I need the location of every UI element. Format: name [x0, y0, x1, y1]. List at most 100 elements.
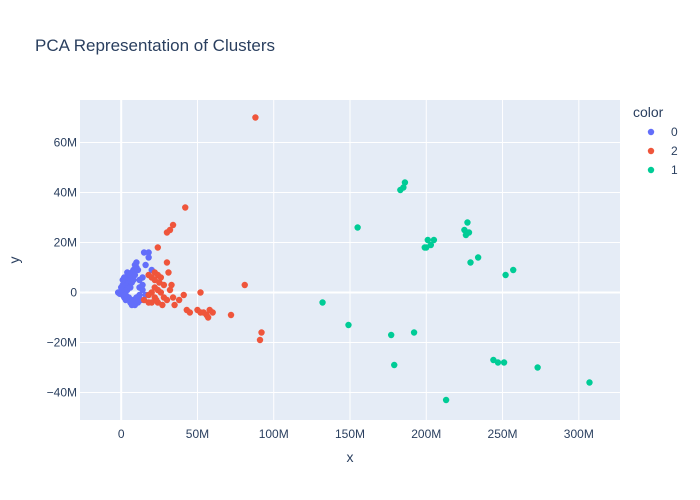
x-tick-label: 50M [186, 427, 209, 441]
data-point[interactable] [128, 301, 136, 309]
data-point[interactable] [209, 309, 216, 316]
data-point[interactable] [345, 321, 352, 329]
data-point[interactable] [387, 331, 395, 339]
legend-items[interactable]: 0 2 1 [647, 125, 678, 177]
data-point[interactable] [159, 301, 166, 309]
y-tick-label: 40M [54, 186, 77, 200]
legend-label: 0 [671, 125, 678, 139]
data-point[interactable] [169, 221, 177, 229]
data-point[interactable] [397, 186, 404, 194]
y-axis-ticks: −40M −20M 0 20M 40M 60M [47, 136, 78, 400]
data-point[interactable] [134, 266, 142, 274]
data-point[interactable] [258, 329, 265, 336]
data-point[interactable] [197, 289, 204, 296]
data-point[interactable] [171, 301, 178, 309]
data-point[interactable] [494, 359, 502, 366]
data-point[interactable] [119, 276, 126, 284]
legend-title: color [633, 104, 664, 120]
data-point[interactable] [227, 311, 235, 319]
x-tick-label: 200M [411, 427, 441, 441]
data-point[interactable] [241, 281, 248, 289]
y-tick-label: 0 [70, 286, 77, 300]
data-point[interactable] [401, 179, 409, 186]
data-points [114, 114, 593, 404]
data-point[interactable] [133, 259, 140, 266]
data-point[interactable] [168, 281, 175, 289]
data-point[interactable] [163, 296, 171, 304]
data-point[interactable] [442, 396, 450, 404]
data-point[interactable] [124, 269, 131, 276]
data-point[interactable] [474, 254, 482, 261]
x-axis-ticks: 0 50M 100M 150M 200M 250M 300M [118, 427, 594, 441]
data-point[interactable] [165, 269, 172, 276]
y-tick-label: −20M [47, 336, 77, 350]
data-point[interactable] [421, 244, 428, 251]
data-point[interactable] [145, 291, 152, 299]
data-point[interactable] [180, 291, 187, 299]
data-point[interactable] [122, 291, 129, 299]
x-tick-label: 100M [259, 427, 289, 441]
legend-marker [647, 128, 655, 136]
data-point[interactable] [256, 336, 264, 344]
series-2 [140, 114, 265, 344]
data-point[interactable] [154, 244, 161, 251]
data-point[interactable] [163, 229, 171, 236]
data-point[interactable] [182, 204, 189, 211]
data-point[interactable] [145, 249, 152, 256]
data-point[interactable] [586, 379, 593, 386]
data-point[interactable] [464, 219, 471, 226]
data-point[interactable] [391, 361, 398, 369]
data-point[interactable] [166, 286, 174, 294]
data-point[interactable] [430, 236, 438, 244]
data-point[interactable] [130, 276, 137, 284]
data-point[interactable] [157, 274, 165, 281]
x-tick-label: 150M [335, 427, 365, 441]
data-point[interactable] [462, 231, 470, 239]
y-tick-label: 20M [54, 236, 77, 250]
legend: color 0 2 1 [633, 104, 678, 177]
data-point[interactable] [510, 266, 517, 274]
data-point[interactable] [410, 329, 418, 336]
data-point[interactable] [424, 236, 431, 244]
data-point[interactable] [153, 296, 160, 304]
data-point[interactable] [204, 314, 212, 321]
data-point[interactable] [252, 114, 259, 121]
legend-label: 1 [671, 163, 678, 177]
data-point[interactable] [502, 271, 509, 279]
data-point[interactable] [175, 296, 183, 304]
data-point[interactable] [136, 276, 143, 284]
y-tick-label: 60M [54, 136, 77, 150]
data-point[interactable] [136, 291, 143, 299]
legend-marker [647, 166, 655, 174]
data-point[interactable] [160, 281, 168, 289]
x-tick-label: 300M [564, 427, 594, 441]
data-point[interactable] [145, 299, 152, 306]
data-point[interactable] [534, 364, 541, 371]
data-point[interactable] [142, 261, 149, 269]
data-point[interactable] [131, 271, 139, 279]
grid-lines [80, 100, 620, 420]
legend-item-2[interactable]: 2 [647, 144, 678, 158]
data-point[interactable] [127, 284, 134, 291]
data-point[interactable] [354, 224, 361, 231]
data-point[interactable] [163, 259, 171, 266]
legend-label: 2 [671, 144, 678, 158]
data-point[interactable] [145, 254, 152, 261]
data-point[interactable] [139, 286, 146, 294]
data-point[interactable] [157, 289, 165, 296]
legend-item-1[interactable]: 1 [647, 163, 678, 177]
x-tick-label: 0 [118, 427, 125, 441]
chart-title: PCA Representation of Clusters [35, 36, 275, 55]
legend-item-0[interactable]: 0 [647, 125, 678, 139]
x-tick-label: 250M [488, 427, 518, 441]
data-point[interactable] [467, 259, 474, 266]
data-point[interactable] [140, 249, 148, 256]
data-point[interactable] [186, 309, 194, 316]
data-point[interactable] [500, 359, 508, 366]
data-point[interactable] [319, 299, 326, 306]
series-1 [319, 179, 593, 404]
data-point[interactable] [139, 281, 146, 289]
data-point[interactable] [169, 294, 177, 301]
legend-marker [647, 147, 655, 155]
